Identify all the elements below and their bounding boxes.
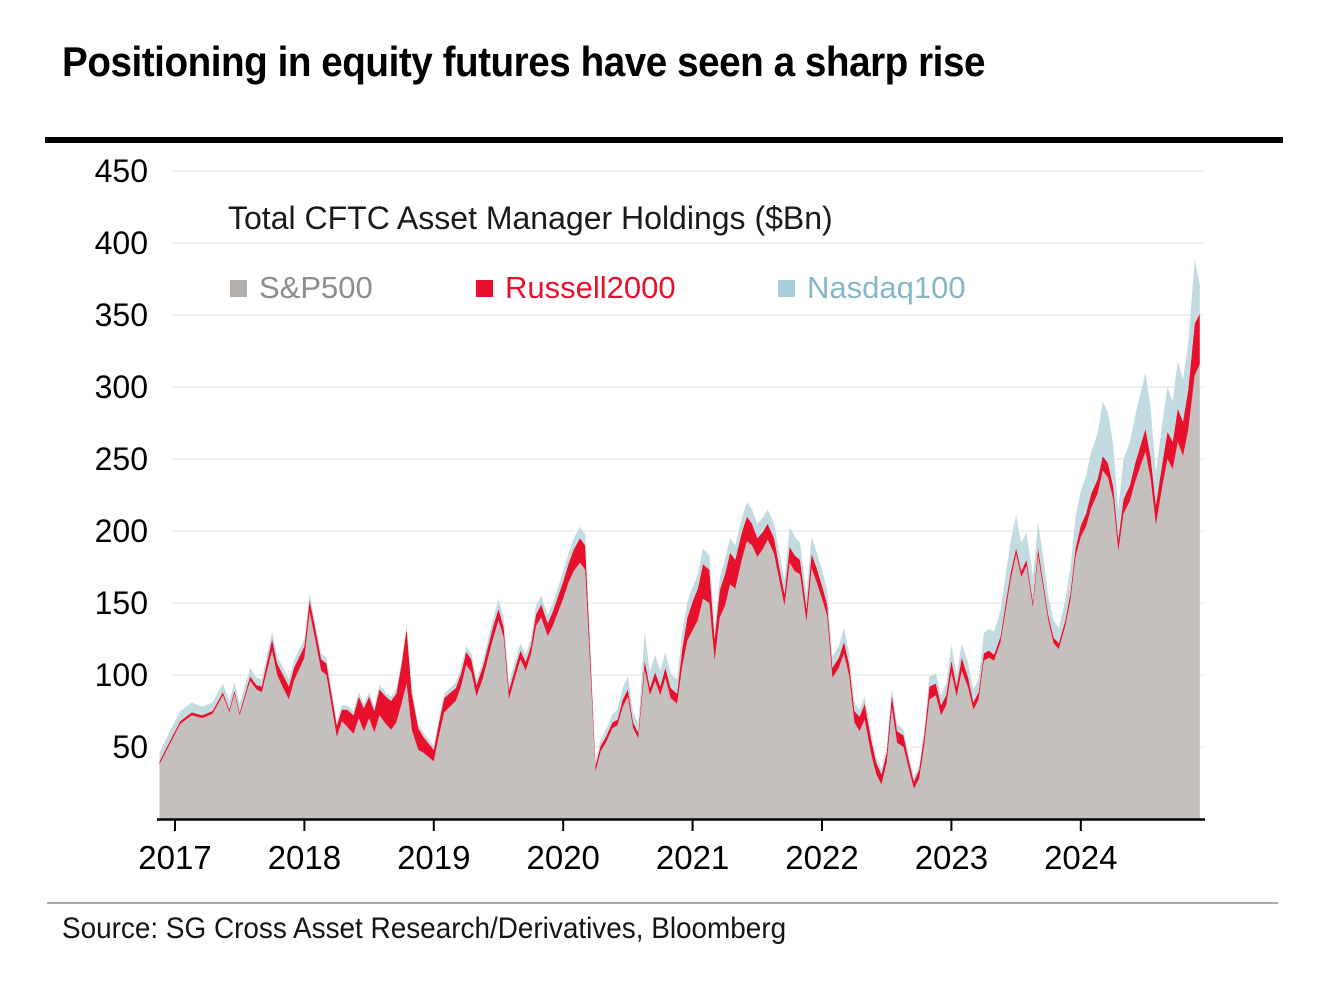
y-tick-label: 300	[95, 369, 148, 405]
y-tick-label: 50	[112, 729, 148, 765]
title-divider-rule	[45, 137, 1283, 143]
legend-label-russell2000: Russell2000	[505, 270, 676, 305]
legend-item-russell2000: Russell2000	[476, 272, 676, 304]
x-tick-label: 2024	[1044, 839, 1117, 876]
x-tick-label: 2020	[526, 839, 599, 876]
page-title: Positioning in equity futures have seen …	[62, 38, 986, 85]
x-tick-label: 2017	[138, 839, 211, 876]
y-axis-labels: 50 100 150 200 250 300 350 400 450	[95, 153, 148, 765]
legend-item-nasdaq100: Nasdaq100	[778, 272, 966, 304]
source-divider-rule	[47, 902, 1278, 904]
legend-label-sp500: S&P500	[259, 270, 373, 305]
x-tick-label: 2022	[785, 839, 858, 876]
nasdaq100-legend-swatch-icon	[778, 279, 795, 297]
y-tick-label: 100	[95, 657, 148, 693]
x-axis	[157, 818, 1205, 831]
y-tick-label: 150	[95, 585, 148, 621]
x-tick-label: 2023	[915, 839, 988, 876]
source-caption: Source: SG Cross Asset Research/Derivati…	[62, 912, 787, 945]
y-tick-label: 200	[95, 513, 148, 549]
y-tick-label: 250	[95, 441, 148, 477]
x-tick-label: 2019	[397, 839, 470, 876]
x-tick-label: 2021	[656, 839, 729, 876]
chart-legend: S&P500 Russell2000 Nasdaq100	[0, 272, 1338, 308]
y-tick-label: 400	[95, 225, 148, 261]
x-tick-label: 2018	[268, 839, 341, 876]
legend-item-sp500: S&P500	[230, 272, 373, 304]
sp500-legend-swatch-icon	[230, 279, 247, 297]
x-axis-labels: 2017 2018 2019 2020 2021 2022 2023 2024	[138, 839, 1117, 876]
russell2000-legend-swatch-icon	[476, 279, 493, 297]
legend-label-nasdaq100: Nasdaq100	[807, 270, 966, 305]
y-tick-label: 450	[95, 153, 148, 189]
area-series-sp500	[159, 364, 1200, 819]
chart-subtitle: Total CFTC Asset Manager Holdings ($Bn)	[228, 200, 833, 236]
y-tick-label: 350	[95, 297, 148, 333]
